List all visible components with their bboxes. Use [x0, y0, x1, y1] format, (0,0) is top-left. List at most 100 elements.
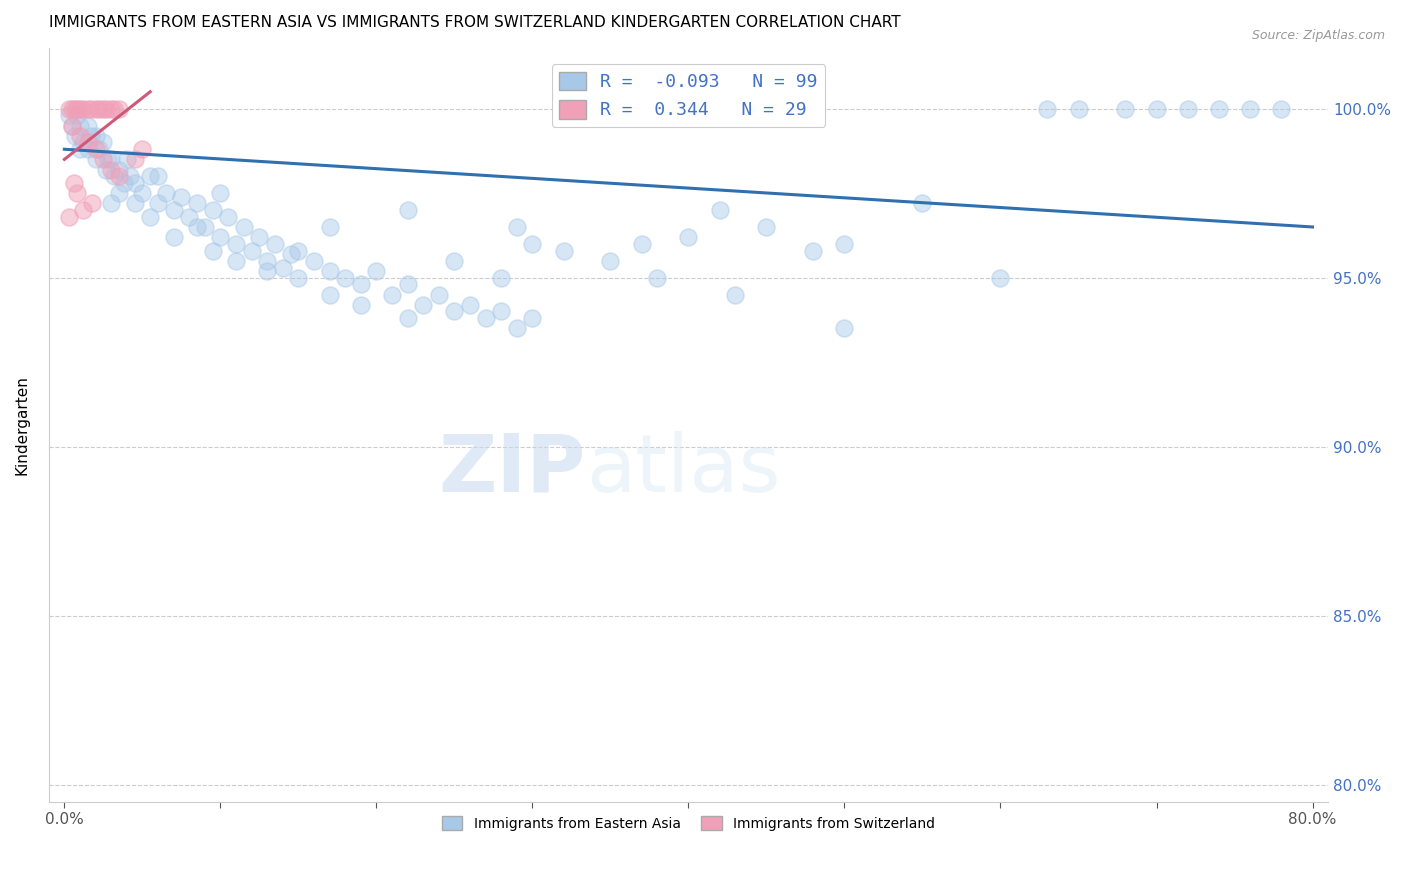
Point: [155, 186, 177, 201]
Point: [124, 196, 146, 211]
Point: [256, 264, 278, 278]
Point: [217, 210, 239, 224]
Point: [58, 102, 80, 116]
Point: [271, 260, 294, 275]
Point: [186, 196, 208, 211]
Point: [302, 253, 325, 268]
Point: [72, 203, 94, 218]
Point: [131, 186, 153, 201]
Point: [58, 108, 80, 122]
Point: [381, 287, 404, 301]
Point: [69, 128, 91, 143]
Point: [396, 277, 419, 292]
Point: [396, 203, 419, 218]
Point: [599, 253, 621, 268]
Point: [80, 102, 103, 116]
Text: atlas: atlas: [586, 431, 780, 509]
Point: [179, 210, 201, 224]
Y-axis label: Kindergarten: Kindergarten: [15, 375, 30, 475]
Point: [100, 162, 122, 177]
Point: [58, 210, 80, 224]
Point: [287, 244, 309, 258]
Point: [60, 119, 83, 133]
Point: [60, 102, 83, 116]
Point: [801, 244, 824, 258]
Point: [396, 311, 419, 326]
Point: [108, 169, 131, 184]
Point: [60, 119, 83, 133]
Point: [280, 247, 302, 261]
Point: [108, 162, 131, 177]
Point: [522, 236, 544, 251]
Point: [93, 153, 115, 167]
Point: [112, 176, 135, 190]
Point: [489, 304, 512, 318]
Point: [80, 128, 103, 143]
Point: [96, 162, 118, 177]
Point: [84, 153, 107, 167]
Point: [443, 304, 465, 318]
Point: [97, 153, 120, 167]
Point: [350, 298, 373, 312]
Point: [115, 153, 138, 167]
Point: [645, 270, 668, 285]
Point: [108, 102, 131, 116]
Point: [84, 142, 107, 156]
Point: [84, 102, 107, 116]
Text: ZIP: ZIP: [439, 431, 586, 509]
Point: [76, 119, 98, 133]
Point: [366, 264, 388, 278]
Point: [443, 253, 465, 268]
Point: [1177, 102, 1199, 116]
Point: [82, 196, 104, 211]
Point: [162, 203, 184, 218]
Point: [139, 210, 162, 224]
Point: [87, 142, 110, 156]
Point: [66, 108, 89, 122]
Point: [630, 236, 652, 251]
Point: [247, 230, 270, 244]
Point: [103, 102, 125, 116]
Point: [724, 287, 747, 301]
Point: [65, 128, 87, 143]
Point: [318, 219, 340, 234]
Point: [162, 230, 184, 244]
Point: [458, 298, 481, 312]
Point: [1208, 102, 1230, 116]
Point: [318, 287, 340, 301]
Point: [65, 102, 87, 116]
Point: [755, 219, 778, 234]
Point: [72, 136, 94, 150]
Point: [146, 169, 169, 184]
Point: [139, 169, 162, 184]
Point: [84, 128, 107, 143]
Point: [256, 253, 278, 268]
Point: [201, 244, 224, 258]
Point: [506, 321, 529, 335]
Point: [1114, 102, 1136, 116]
Point: [194, 219, 217, 234]
Point: [76, 102, 98, 116]
Point: [335, 270, 357, 285]
Point: [522, 311, 544, 326]
Point: [232, 219, 254, 234]
Legend: Immigrants from Eastern Asia, Immigrants from Switzerland: Immigrants from Eastern Asia, Immigrants…: [436, 810, 941, 836]
Point: [72, 102, 94, 116]
Point: [87, 102, 110, 116]
Point: [118, 169, 141, 184]
Point: [1239, 102, 1261, 116]
Point: [69, 119, 91, 133]
Point: [69, 142, 91, 156]
Point: [990, 270, 1012, 285]
Point: [66, 186, 89, 201]
Point: [1067, 102, 1090, 116]
Point: [100, 102, 122, 116]
Point: [209, 186, 232, 201]
Point: [131, 142, 153, 156]
Point: [678, 230, 700, 244]
Point: [264, 236, 287, 251]
Point: [209, 230, 232, 244]
Point: [96, 102, 118, 116]
Point: [412, 298, 434, 312]
Point: [240, 244, 263, 258]
